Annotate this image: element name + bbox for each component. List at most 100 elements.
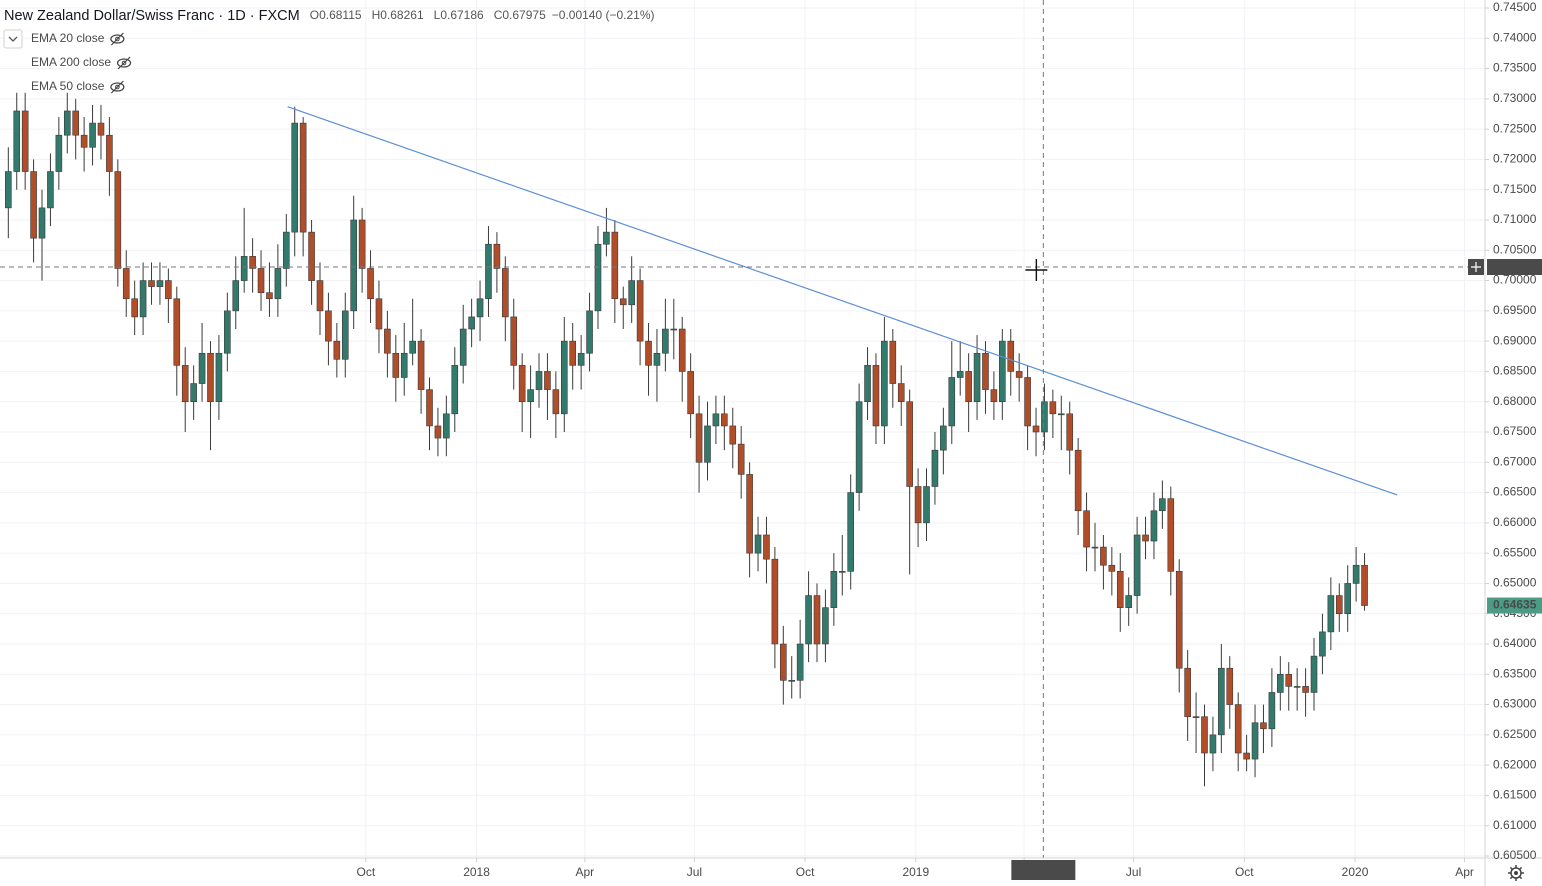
y-tick-label: 0.71000 (1493, 212, 1537, 226)
y-tick-label: 0.71500 (1493, 182, 1537, 196)
x-tick-label: 2020 (1342, 865, 1369, 879)
visibility-icon[interactable] (116, 58, 132, 68)
visibility-pupil (121, 60, 127, 66)
y-tick-label: 0.60500 (1493, 848, 1537, 862)
candle-body (106, 134, 113, 172)
y-tick-label: 0.73000 (1493, 91, 1537, 105)
candle-body (636, 280, 644, 342)
candle-body (535, 371, 543, 390)
y-tick-label: 0.62500 (1493, 727, 1537, 741)
candle-body (1260, 722, 1267, 730)
candle-body (510, 316, 518, 366)
candle-body (493, 243, 501, 269)
candle-body (299, 122, 307, 233)
y-tick-label: 0.66500 (1493, 485, 1537, 499)
candle-body (1074, 449, 1082, 512)
candle-body (291, 122, 299, 233)
collapse-button[interactable] (3, 29, 23, 49)
candle-body (763, 534, 770, 560)
ohlc-key: H (372, 8, 381, 22)
candle-body (897, 383, 905, 403)
candle-body (165, 280, 172, 300)
candle-body (670, 328, 678, 331)
plot (5, 92, 1368, 787)
candle-body (1091, 546, 1099, 549)
candle-body (771, 558, 779, 645)
candle-body (207, 352, 214, 403)
candle-body (173, 298, 181, 366)
candle-body (468, 316, 475, 330)
candle-body (721, 413, 728, 427)
y-tick-label: 0.65000 (1493, 576, 1537, 590)
candle-body (914, 486, 922, 524)
candle-body (384, 328, 391, 354)
axes: 0.74500 0.74000 0.73500 0.73000 0.72500 0.720… (356, 0, 1536, 879)
candle-body (754, 534, 762, 554)
candle-body (1327, 595, 1335, 633)
candle-body (30, 171, 37, 239)
candle-body (805, 595, 812, 645)
candle-body (1201, 716, 1208, 754)
candle-body (737, 443, 745, 475)
visibility-icon[interactable] (110, 34, 125, 44)
ohlc-value: 0.68115 (319, 8, 362, 22)
crosshair-price-label: 0.70224 (1493, 259, 1537, 273)
candle-body (426, 389, 433, 427)
candle-body (662, 328, 669, 354)
visibility-icon[interactable] (110, 82, 125, 92)
candle-body (400, 352, 408, 378)
crosshair-date-box (1011, 860, 1076, 880)
candle-body (1218, 667, 1225, 736)
candle-body (55, 134, 63, 172)
last-price-box (1487, 597, 1542, 614)
x-tick-label: 2018 (463, 865, 490, 879)
candle-body (518, 365, 526, 403)
y-tick-label: 0.74000 (1493, 30, 1537, 44)
gear-center (1514, 871, 1518, 875)
candle-body (619, 298, 627, 306)
candle-body (948, 377, 956, 427)
visibility-slash (110, 80, 124, 94)
candle-body (1268, 692, 1276, 730)
candle-body (1032, 425, 1040, 433)
indicator-label: EMA 20 close (31, 31, 105, 45)
candle-body (459, 328, 467, 366)
candle-body (1234, 704, 1242, 754)
indicator-label: EMA 200 close (31, 55, 111, 69)
candle-body (434, 425, 442, 439)
x-tick-label: Oct (796, 865, 815, 879)
candle-body (316, 280, 324, 312)
y-tick-label: 0.63500 (1493, 666, 1537, 680)
indicator-label: EMA 50 close (31, 79, 105, 93)
candle-body (796, 643, 804, 681)
candle-body (931, 449, 939, 487)
settings-icon[interactable] (1508, 865, 1524, 881)
y-tick-label: 0.69000 (1493, 333, 1537, 347)
candle-body (1319, 631, 1326, 657)
x-tick-label: Oct (1235, 865, 1254, 879)
candle-body (38, 207, 46, 239)
y-tick-label: 0.70500 (1493, 242, 1537, 256)
candle-body (687, 371, 694, 415)
candle-body (1192, 716, 1200, 718)
candle-body (417, 340, 425, 390)
candle-body (1057, 413, 1065, 416)
candle-body (780, 643, 787, 681)
y-tick-label: 0.66000 (1493, 515, 1537, 529)
candle-body (1361, 564, 1368, 606)
y-tick-label: 0.62000 (1493, 757, 1537, 771)
y-tick-label: 0.72500 (1493, 121, 1537, 135)
candle-body (864, 365, 871, 403)
candle-body (1007, 340, 1015, 372)
candle-body (788, 680, 796, 682)
candle-body (190, 383, 197, 403)
gear-teeth (1508, 865, 1524, 881)
candle-body (215, 352, 223, 403)
candle-body (198, 352, 206, 384)
candle-body (1133, 534, 1141, 596)
candle-body (367, 268, 374, 300)
y-tick-label: 0.68000 (1493, 394, 1537, 408)
candle-body (443, 413, 450, 439)
candle-body (956, 371, 964, 378)
